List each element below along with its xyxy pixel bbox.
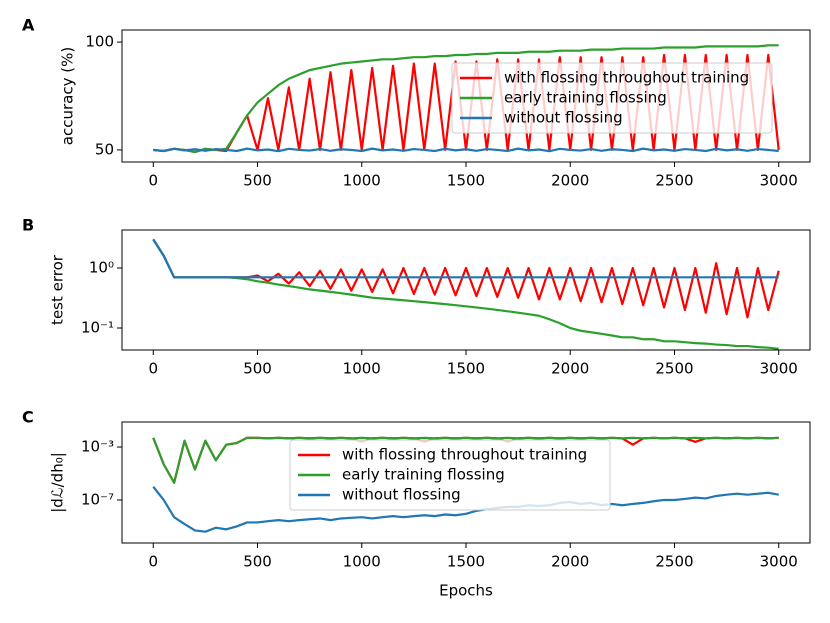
x-axis-label: Epochs bbox=[439, 582, 493, 600]
x-tick-label: 3000 bbox=[760, 360, 798, 378]
x-tick-label: 2000 bbox=[551, 360, 589, 378]
series-line bbox=[152, 436, 779, 484]
legend-label: without flossing bbox=[342, 486, 461, 504]
x-tick-label: 1500 bbox=[447, 360, 485, 378]
x-tick-label: 1500 bbox=[447, 553, 485, 571]
y-axis-label: test error bbox=[49, 254, 67, 325]
y-tick-label: 10⁻³ bbox=[81, 438, 114, 456]
series-line bbox=[152, 238, 780, 319]
x-tick-label: 1000 bbox=[343, 172, 381, 190]
series-line bbox=[153, 44, 779, 154]
y-tick-label: 10⁻¹ bbox=[81, 319, 114, 337]
x-tick-label: 500 bbox=[243, 172, 272, 190]
legend-label: with flossing throughout training bbox=[504, 69, 749, 87]
y-tick-label: 100 bbox=[85, 33, 114, 51]
y-tick-label: 50 bbox=[95, 140, 114, 158]
x-tick-label: 500 bbox=[243, 360, 272, 378]
y-tick-label: 10⁰ bbox=[89, 259, 114, 277]
x-tick-label: 1000 bbox=[343, 553, 381, 571]
x-tick-label: 500 bbox=[243, 553, 272, 571]
x-tick-label: 0 bbox=[148, 360, 158, 378]
x-tick-label: 1000 bbox=[343, 360, 381, 378]
y-tick-label: 10⁻⁷ bbox=[81, 490, 114, 508]
legend-label: early training flossing bbox=[504, 89, 667, 107]
x-tick-label: 3000 bbox=[760, 553, 798, 571]
plot-frame bbox=[121, 229, 811, 351]
legend-box bbox=[451, 62, 773, 134]
series-line bbox=[152, 238, 779, 279]
legend-label: with flossing throughout training bbox=[342, 446, 587, 464]
legend-label: without flossing bbox=[504, 109, 623, 127]
x-tick-label: 0 bbox=[148, 172, 158, 190]
series-line bbox=[152, 238, 779, 350]
x-tick-label: 3000 bbox=[760, 172, 798, 190]
y-axis-label: |dℒ/dh₀| bbox=[49, 452, 67, 513]
x-tick-label: 2500 bbox=[655, 553, 693, 571]
panel-label: B bbox=[22, 216, 34, 235]
x-tick-label: 2500 bbox=[655, 360, 693, 378]
series-line bbox=[152, 486, 779, 533]
panel-label: A bbox=[22, 16, 35, 35]
legend-label: early training flossing bbox=[342, 466, 505, 484]
x-tick-label: 2500 bbox=[655, 172, 693, 190]
x-tick-label: 1500 bbox=[447, 172, 485, 190]
series-line bbox=[153, 147, 779, 153]
legend-box bbox=[289, 439, 611, 511]
y-axis-label: accuracy (%) bbox=[59, 47, 77, 145]
panel-label: C bbox=[22, 408, 34, 427]
x-tick-label: 2000 bbox=[551, 553, 589, 571]
x-tick-label: 2000 bbox=[551, 172, 589, 190]
x-tick-label: 0 bbox=[148, 553, 158, 571]
